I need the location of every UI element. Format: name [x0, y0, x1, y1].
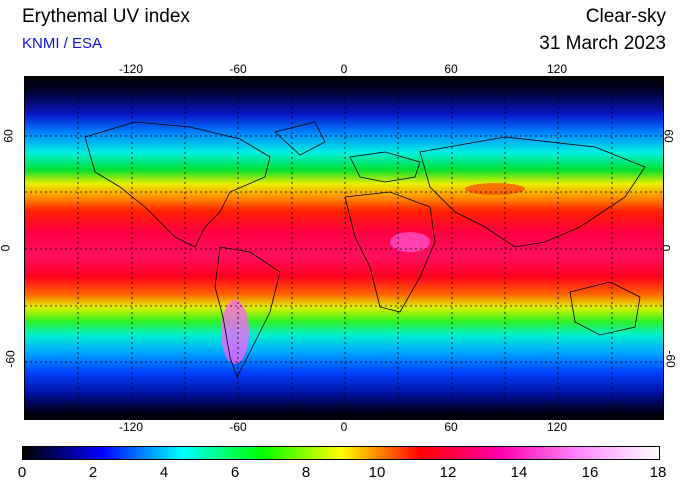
colorbar-tick-label: 6 [230, 464, 240, 481]
colorbar-tick-label: 8 [301, 464, 311, 481]
colorbar-tick-label: 14 [510, 464, 528, 481]
uv-colorbar [22, 446, 660, 460]
lon-label-bottom: 120 [546, 420, 568, 434]
asia-outline [419, 136, 646, 248]
east-africa-hotspot [390, 232, 430, 252]
uv-field [25, 77, 663, 419]
lon-label-top: 0 [340, 62, 348, 76]
graticule [25, 77, 663, 419]
lon-label-top: 120 [546, 62, 568, 76]
colorbar-tick-label: 10 [368, 464, 386, 481]
colorbar-tick-label: 4 [159, 464, 169, 481]
tibet-hotspot [465, 183, 525, 195]
lon-label-bottom: -120 [118, 420, 144, 434]
colorbar-tick-label: 2 [88, 464, 98, 481]
lon-label-bottom: -60 [229, 420, 247, 434]
sky-condition-label: Clear-sky [585, 6, 666, 27]
europe-outline [349, 151, 421, 183]
lon-label-top: 60 [444, 62, 458, 76]
lat-label-right: -60 [663, 350, 678, 368]
africa-outline [344, 191, 436, 313]
south-america-outline [214, 246, 281, 379]
colorbar-tick-label: 16 [581, 464, 599, 481]
map-svg [25, 77, 663, 419]
lon-label-top: -60 [229, 62, 247, 76]
uv-index-map [24, 76, 664, 420]
colorbar-tick-label: 0 [17, 464, 27, 481]
coastlines [84, 121, 646, 379]
lat-label-left: 60 [1, 129, 16, 143]
lat-label-left: 0 [0, 245, 12, 252]
date-label: 31 March 2023 [539, 33, 666, 54]
lat-label-left: -60 [3, 350, 18, 368]
lon-label-top: -120 [118, 62, 144, 76]
colorbar-tick-label: 18 [649, 464, 667, 481]
andes-hotspot [221, 300, 249, 364]
colorbar-tick-label: 12 [439, 464, 457, 481]
map-title: Erythemal UV index [22, 6, 190, 27]
australia-outline [569, 281, 641, 336]
lon-label-bottom: 60 [444, 420, 458, 434]
credit-label: KNMI / ESA [22, 35, 103, 52]
lon-label-bottom: 0 [340, 420, 348, 434]
north-america-outline [84, 121, 271, 248]
